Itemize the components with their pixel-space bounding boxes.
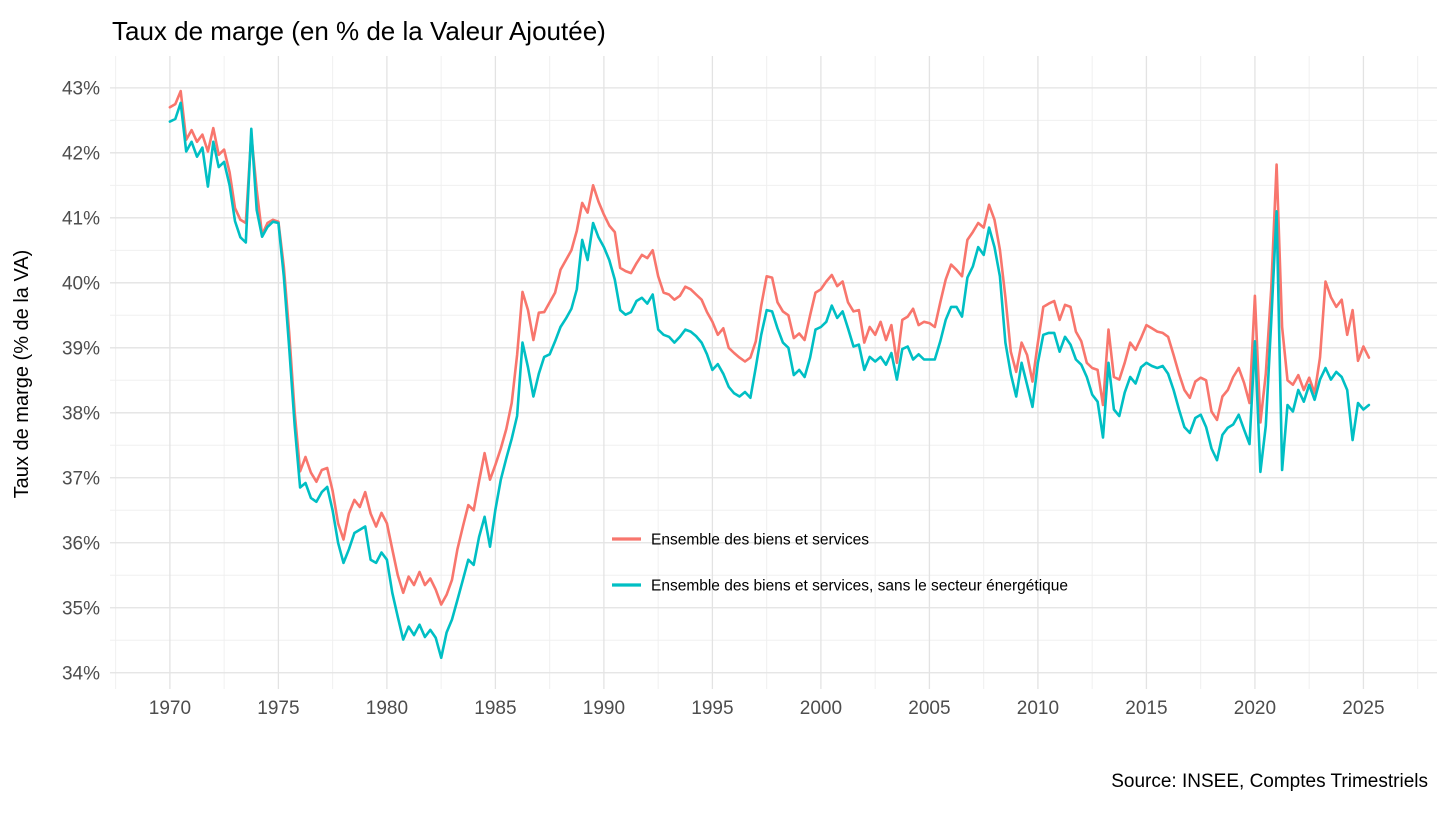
x-tick-label: 2005	[908, 698, 950, 719]
x-tick-label: 2015	[1125, 698, 1167, 719]
axis-tick-labels: 1970 1975 1980 1985 1990 1995 2000 2005 2010 2015…	[62, 78, 1385, 719]
x-tick-label: 2025	[1342, 698, 1384, 719]
y-tick-label: 39%	[62, 338, 100, 359]
legend-item-hors-energie: Ensemble des biens et services, sans le …	[612, 578, 1068, 595]
y-tick-label: 42%	[62, 143, 100, 164]
y-tick-label: 41%	[62, 208, 100, 229]
series-line-1	[168, 101, 1371, 660]
source-caption: Source: INSEE, Comptes Trimestriels	[1111, 771, 1428, 792]
y-tick-label: 34%	[62, 663, 100, 684]
grid	[110, 56, 1437, 689]
chart-title: Taux de marge (en % de la Valeur Ajoutée…	[112, 16, 606, 46]
legend: Ensemble des biens et services Ensemble …	[612, 532, 1068, 595]
x-tick-label: 1975	[257, 698, 299, 719]
x-tick-label: 1985	[474, 698, 516, 719]
x-tick-label: 1980	[366, 698, 408, 719]
y-tick-label: 35%	[62, 598, 100, 619]
y-tick-label: 38%	[62, 403, 100, 424]
y-tick-label: 37%	[62, 468, 100, 489]
x-tick-label: 2010	[1017, 698, 1059, 719]
series-lines	[168, 89, 1371, 660]
legend-label-ensemble: Ensemble des biens et services	[651, 532, 869, 549]
legend-item-ensemble: Ensemble des biens et services	[612, 532, 869, 549]
x-tick-label: 1970	[149, 698, 191, 719]
legend-label-hors-energie: Ensemble des biens et services, sans le …	[651, 578, 1068, 595]
y-axis-title: Taux de marge (% de la VA)	[11, 250, 33, 499]
x-tick-label: 2000	[800, 698, 842, 719]
y-tick-label: 36%	[62, 533, 100, 554]
x-tick-label: 2020	[1234, 698, 1276, 719]
series-line-0	[168, 89, 1371, 606]
x-tick-label: 1995	[691, 698, 733, 719]
x-tick-label: 1990	[583, 698, 625, 719]
y-tick-label: 43%	[62, 78, 100, 99]
y-tick-label: 40%	[62, 273, 100, 294]
